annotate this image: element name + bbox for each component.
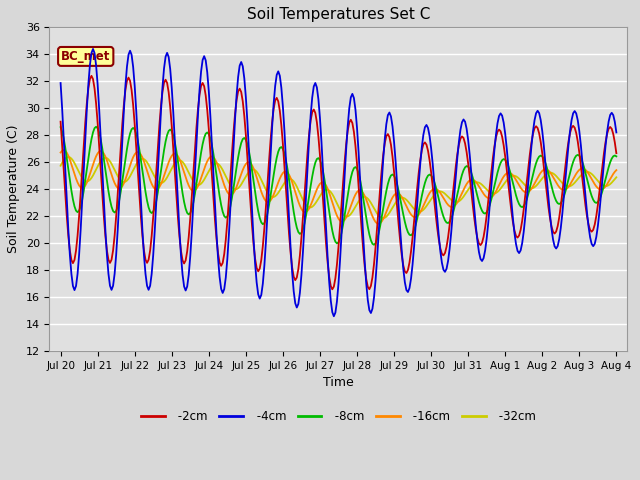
Legend:  -2cm,  -4cm,  -8cm,  -16cm,  -32cm: -2cm, -4cm, -8cm, -16cm, -32cm bbox=[136, 405, 541, 428]
X-axis label: Time: Time bbox=[323, 376, 354, 389]
Text: BC_met: BC_met bbox=[61, 50, 111, 63]
Title: Soil Temperatures Set C: Soil Temperatures Set C bbox=[247, 7, 430, 22]
Y-axis label: Soil Temperature (C): Soil Temperature (C) bbox=[7, 125, 20, 253]
